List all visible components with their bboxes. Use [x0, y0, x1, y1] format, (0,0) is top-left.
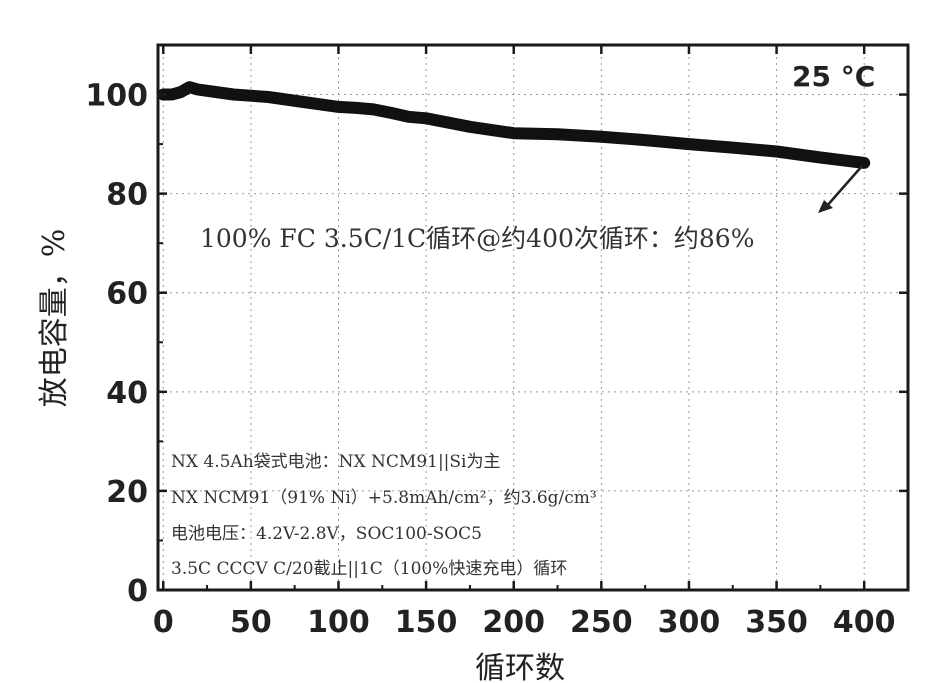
y-tick-label: 20 [106, 475, 148, 510]
annotation-arrow-line [826, 166, 862, 207]
data-point [815, 152, 825, 162]
data-point [684, 139, 694, 149]
tick-labels: 0 50 100 150 200 250 300 350 400 0 20 40 60 80 100 [85, 79, 895, 640]
x-tick-label: 50 [230, 605, 272, 640]
data-point [228, 90, 238, 100]
x-tick-label: 250 [570, 605, 633, 640]
cell-note-1: NX 4.5Ah袋式电池：NX NCM91||Si为主 [171, 452, 500, 472]
grid-lines [158, 45, 908, 590]
data-point [509, 128, 519, 138]
data-point [772, 147, 782, 157]
data-point [167, 90, 177, 100]
data-point [263, 92, 273, 102]
axis-ticks [158, 45, 908, 590]
x-tick-label: 400 [833, 605, 896, 640]
data-point [404, 112, 414, 122]
data-point [185, 82, 195, 92]
data-point [176, 87, 186, 97]
data-point [351, 103, 361, 113]
temperature-label: 25 °C [792, 60, 875, 93]
cell-note-2: NX NCM91（91% Ni）+5.8mAh/cm²，约3.6g/cm³ [171, 488, 597, 508]
x-tick-label: 150 [395, 605, 458, 640]
data-point [193, 85, 203, 95]
y-tick-label: 0 [127, 574, 148, 609]
data-point [333, 102, 343, 112]
data-point [369, 104, 379, 114]
x-tick-label: 200 [482, 605, 545, 640]
x-tick-label: 350 [745, 605, 808, 640]
cell-note-4: 3.5C CCCV C/20截止||1C（100%快速充电）循环 [171, 559, 567, 579]
y-axis-title: 放电容量，% [37, 229, 72, 408]
x-tick-label: 0 [153, 605, 174, 640]
y-tick-label: 100 [85, 79, 148, 114]
data-point [386, 108, 396, 118]
data-point [553, 129, 563, 139]
plot-frame [158, 45, 908, 590]
y-tick-label: 40 [106, 376, 148, 411]
y-tick-label: 60 [106, 277, 148, 312]
capacity-annotation: 100% FC 3.5C/1C循环@约400次循环：约86% [200, 224, 754, 253]
cell-note-3: 电池电压：4.2V-2.8V，SOC100-SOC5 [171, 524, 482, 544]
x-axis-title: 循环数 [475, 651, 565, 683]
data-point [728, 143, 738, 153]
data-point [465, 122, 475, 132]
data-point [298, 97, 308, 107]
y-tick-label: 80 [106, 178, 148, 213]
x-tick-label: 300 [658, 605, 721, 640]
data-point [421, 113, 431, 123]
x-tick-label: 100 [307, 605, 370, 640]
data-point [640, 135, 650, 145]
data-point [596, 132, 606, 142]
